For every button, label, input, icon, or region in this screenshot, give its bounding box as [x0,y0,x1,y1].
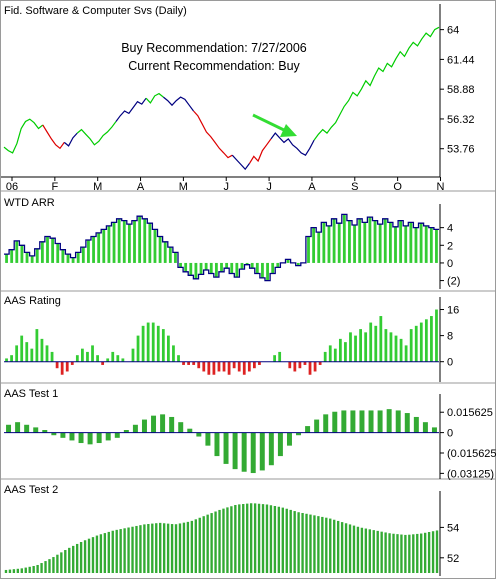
price-line-neutral-segment [231,154,250,171]
indicator-step-line [4,213,439,282]
price-y-tick-label: 64 [447,25,459,37]
price-line-neutral-segment [63,132,78,147]
date-x-tick-label: A [308,181,316,193]
price-line-buy-segment [3,118,44,154]
price-panel-title: Fid. Software & Computer Svs (Daily) [4,5,187,17]
wtd-arr-panel: 4 2 0 (2) [4,204,460,289]
date-x-tick-label: O [393,181,402,193]
y-tick-label: 0.015625 [447,407,493,419]
price-y-tick-label: 58.88 [447,84,475,96]
price-y-axis: 64 61.44 58.88 56.32 53.76 [439,4,475,177]
y-tick-label: (2) [447,276,460,288]
y-tick-label: 54 [447,522,459,534]
y-tick-label: (0.015625) [447,448,496,460]
y-tick-label: 0 [447,428,453,440]
y-tick-label: 16 [447,305,459,317]
y-tick-label: 8 [447,331,453,343]
price-line-sell-segment [193,110,233,159]
buy-signal-arrow [252,113,297,137]
buy-recommendation-note: Buy Recommendation: 7/27/2006 [121,41,307,55]
price-line-sell-segment [42,124,65,150]
price-y-tick-label: 56.32 [447,114,475,126]
wtd-arr-title: WTD ARR [4,197,55,209]
y-tick-label: 0 [447,357,453,369]
y-tick-label: 52 [447,553,459,565]
price-series [3,26,440,171]
date-x-tick-label: A [137,181,145,193]
date-x-tick-label: M [179,181,188,193]
date-x-tick-label: N [436,181,444,193]
aas-rating-title: AAS Rating [4,295,61,307]
date-x-axis: 06 F M A M J J A S O N [1,176,444,193]
aas-test2-panel: 54 52 [4,491,459,576]
y-tick-label: 0 [447,258,453,270]
y-tick-label: 4 [447,223,453,235]
y-tick-label: 2 [447,240,453,252]
y-tick-label: (0.03125) [447,468,494,480]
aas-test2-title: AAS Test 2 [4,484,58,496]
date-x-tick-label: S [351,181,358,193]
price-y-tick-label: 61.44 [447,54,475,66]
date-x-tick-label: J [223,181,229,193]
aas-test1-title: AAS Test 1 [4,388,58,400]
date-x-tick-label: F [51,181,58,193]
price-line-neutral-segment [115,97,147,122]
date-x-tick-label: 06 [6,181,18,193]
price-y-tick-label: 53.76 [447,144,475,156]
price-line-neutral-segment [163,96,194,112]
price-line-buy-segment [76,121,117,146]
price-line-neutral-segment [270,132,315,156]
date-x-tick-label: J [266,181,272,193]
current-recommendation-note: Current Recommendation: Buy [128,59,300,73]
price-line-buy-segment [145,92,164,104]
price-line-sell-segment [248,138,272,164]
date-x-tick-label: M [93,181,102,193]
price-line-buy-segment [313,26,440,141]
aas-test1-panel: 0.015625 0 (0.015625) (0.03125) [4,394,496,480]
